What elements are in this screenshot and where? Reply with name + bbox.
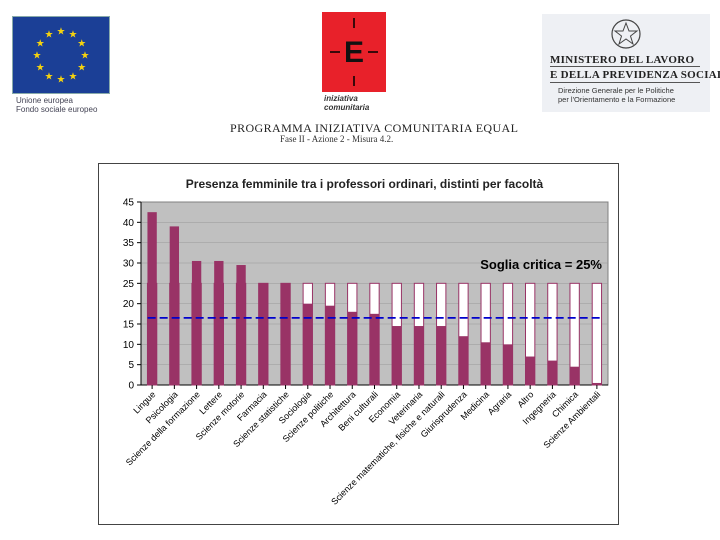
bar: [592, 382, 602, 385]
y-tick-label: 35: [123, 238, 135, 249]
bar: [503, 344, 513, 385]
equal-caption-line1: iniziativa: [324, 94, 358, 103]
bar: [147, 212, 157, 385]
eu-star-icon: ★: [45, 71, 54, 82]
y-tick-label: 0: [128, 381, 134, 392]
eu-star-icon: ★: [33, 51, 42, 62]
y-tick-label: 15: [123, 320, 135, 331]
threshold-box: [591, 282, 603, 386]
bar: [392, 326, 402, 385]
eu-star-icon: ★: [77, 63, 86, 74]
bar: [414, 326, 424, 385]
eu-star-icon: ★: [81, 51, 90, 62]
y-tick-label: 40: [123, 218, 135, 229]
eu-star-icon: ★: [36, 39, 45, 50]
program-title: PROGRAMMA INIZIATIVA COMUNITARIA EQUAL: [230, 121, 519, 135]
ministry-line4: per l'Orientamento e la Formazione: [558, 95, 676, 104]
bar: [569, 366, 580, 385]
bar: [325, 305, 335, 385]
italian-emblem-icon: [611, 19, 641, 49]
eu-flag-icon: ★ ★ ★ ★ ★ ★ ★ ★ ★ ★ ★ ★: [12, 16, 110, 94]
chart-title: Presenza femminile tra i professori ordi…: [186, 177, 544, 191]
chart-frame: Presenza femminile tra i professori ordi…: [98, 163, 619, 525]
bar: [436, 326, 446, 385]
eu-star-icon: ★: [57, 27, 66, 38]
y-tick-label: 5: [128, 360, 134, 371]
program-subtitle: Fase II - Azione 2 - Misura 4.2.: [280, 134, 394, 144]
equal-logo: E iniziativa comunitaria: [322, 12, 386, 112]
eu-star-icon: ★: [69, 30, 78, 41]
bar: [347, 311, 357, 385]
bar: [481, 342, 491, 385]
threshold-annotation: Soglia critica = 25%: [480, 257, 602, 272]
eu-star-icon: ★: [57, 75, 66, 86]
equal-letter: E: [344, 36, 364, 69]
y-tick-label: 45: [123, 198, 135, 209]
ministry-rule: [550, 66, 700, 67]
chart: Presenza femminile tra i professori ordi…: [123, 177, 609, 507]
ministry-line1: MINISTERO DEL LAVORO: [550, 54, 695, 66]
bar: [547, 360, 558, 385]
eu-star-icon: ★: [45, 30, 54, 41]
eu-caption-line1: Unione europea: [16, 96, 73, 105]
bar: [458, 336, 469, 385]
ministry-rule: [550, 82, 700, 83]
y-tick-label: 25: [123, 279, 135, 290]
ministry-line3: Direzione Generale per le Politiche: [558, 86, 674, 95]
eu-caption-line2: Fondo sociale europeo: [16, 105, 98, 114]
bar: [191, 260, 202, 385]
equal-caption-line2: comunitaria: [324, 103, 370, 112]
eu-star-icon: ★: [77, 39, 86, 50]
ministry-logo: MINISTERO DEL LAVORO E DELLA PREVIDENZA …: [542, 14, 720, 112]
bar: [525, 356, 535, 385]
bar: [303, 303, 313, 385]
x-tick-label: Agraria: [486, 389, 514, 417]
eu-logo: ★ ★ ★ ★ ★ ★ ★ ★ ★ ★ ★ ★ Unione europea Fondo social…: [12, 16, 110, 116]
bar: [280, 283, 291, 385]
y-tick-label: 30: [123, 259, 135, 270]
ministry-line2: E DELLA PREVIDENZA SOCIALE: [550, 69, 720, 81]
bar: [236, 265, 246, 385]
y-tick-label: 10: [123, 340, 135, 351]
y-tick-label: 20: [123, 299, 135, 310]
eu-star-icon: ★: [36, 63, 45, 74]
bar: [169, 226, 180, 385]
bar: [258, 283, 268, 385]
equal-emblem-icon: E: [322, 12, 386, 92]
bar: [214, 260, 224, 385]
bar: [369, 313, 380, 385]
eu-star-icon: ★: [69, 71, 78, 82]
